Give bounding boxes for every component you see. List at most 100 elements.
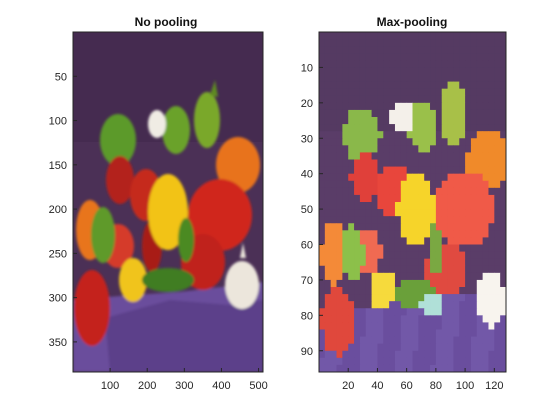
pooled-pixel <box>435 109 443 118</box>
pooled-pixel <box>319 138 326 146</box>
pooled-pixel <box>430 187 437 196</box>
pooled-pixel <box>365 322 372 330</box>
pooled-pixel <box>377 88 384 97</box>
pooled-pixel <box>324 159 332 167</box>
pooled-pixel <box>418 265 425 274</box>
pooled-pixel <box>470 216 478 224</box>
pooled-pixel <box>319 39 326 47</box>
pooled-pixel <box>406 287 413 295</box>
pooled-pixel <box>412 138 419 146</box>
x-tick-label: 400 <box>212 380 230 392</box>
pooled-pixel <box>319 131 326 139</box>
pooled-pixel <box>459 350 466 359</box>
pooled-pixel <box>412 230 419 238</box>
pooled-pixel <box>394 336 402 345</box>
pooled-pixel <box>319 357 326 366</box>
pooled-pixel <box>342 95 349 104</box>
pooled-pixel <box>348 287 355 295</box>
pooled-pixel <box>394 364 402 372</box>
pooled-pixel <box>424 102 431 111</box>
pooled-pixel <box>424 53 431 61</box>
pooled-pixel <box>465 308 472 316</box>
pooled-pixel <box>470 74 478 82</box>
pooled-pixel <box>389 60 396 68</box>
pooled-pixel <box>465 53 472 61</box>
pooled-pixel <box>336 294 343 302</box>
pooled-pixel <box>354 109 361 118</box>
pooled-pixel <box>336 322 343 330</box>
pooled-pixel <box>319 74 326 82</box>
pooled-pixel <box>453 67 460 75</box>
pooled-pixel <box>330 159 337 167</box>
pooled-pixel <box>394 329 402 337</box>
pooled-pixel <box>482 124 489 132</box>
pooled-pixel <box>435 173 443 182</box>
pooled-pixel <box>377 60 384 68</box>
pooled-pixel <box>488 138 495 146</box>
pooled-pixel <box>482 187 489 196</box>
pooled-pixel <box>494 102 501 111</box>
pooled-pixel <box>324 251 332 260</box>
pooled-pixel <box>430 294 437 302</box>
pooled-pixel <box>435 287 443 295</box>
pooled-pixel <box>394 272 402 281</box>
pooled-pixel <box>500 95 506 104</box>
pooled-pixel <box>418 81 425 90</box>
pooled-pixel <box>465 60 472 68</box>
pooled-pixel <box>424 237 431 245</box>
pooled-pixel <box>324 216 332 224</box>
pooled-pixel <box>424 60 431 68</box>
pooled-pixel <box>342 230 349 238</box>
pooled-pixel <box>383 364 390 372</box>
pooled-pixel <box>336 223 343 231</box>
pooled-pixel <box>342 67 349 75</box>
pooled-pixel <box>453 81 460 90</box>
pooled-pixel <box>377 117 384 125</box>
pooled-pixel <box>365 209 372 217</box>
pooled-pixel <box>494 81 501 90</box>
pooled-pixel <box>330 74 337 82</box>
pooled-pixel <box>453 251 460 260</box>
pooled-pixel <box>348 251 355 260</box>
pooled-pixel <box>394 287 402 295</box>
pooled-pixel <box>459 102 466 111</box>
pooled-pixel <box>470 301 478 309</box>
pooled-pixel <box>494 117 501 125</box>
pooled-pixel <box>365 223 372 231</box>
pooled-pixel <box>371 131 378 139</box>
pooled-pixel <box>476 46 484 54</box>
pooled-pixel <box>476 138 484 146</box>
pooled-pixel <box>400 88 408 97</box>
pooled-pixel <box>424 301 431 309</box>
pooled-pixel <box>441 166 448 175</box>
pooled-pixel <box>488 74 495 82</box>
left-image <box>73 32 263 372</box>
pooled-pixel <box>371 209 378 217</box>
pooled-pixel <box>348 343 355 352</box>
pooled-pixel <box>354 350 361 359</box>
pooled-pixel <box>424 124 431 132</box>
pooled-pixel <box>319 187 326 196</box>
pooled-pixel <box>354 244 361 252</box>
pooled-pixel <box>447 251 454 260</box>
pooled-pixel <box>330 180 337 189</box>
pooled-pixel <box>383 287 390 295</box>
pooled-pixel <box>482 230 489 238</box>
pooled-pixel <box>459 131 466 139</box>
pooled-pixel <box>494 329 501 337</box>
pooled-pixel <box>453 258 460 267</box>
pooled-pixel <box>342 109 349 118</box>
pooled-pixel <box>459 187 466 196</box>
pooled-pixel <box>406 131 413 139</box>
pooled-pixel <box>400 180 408 189</box>
pooled-pixel <box>465 315 472 323</box>
pooled-pixel <box>459 279 466 288</box>
pooled-pixel <box>371 102 378 111</box>
pooled-pixel <box>453 152 460 160</box>
pooled-pixel <box>453 294 460 302</box>
pooled-pixel <box>342 117 349 125</box>
pooled-pixel <box>465 152 472 160</box>
pooled-pixel <box>465 46 472 54</box>
